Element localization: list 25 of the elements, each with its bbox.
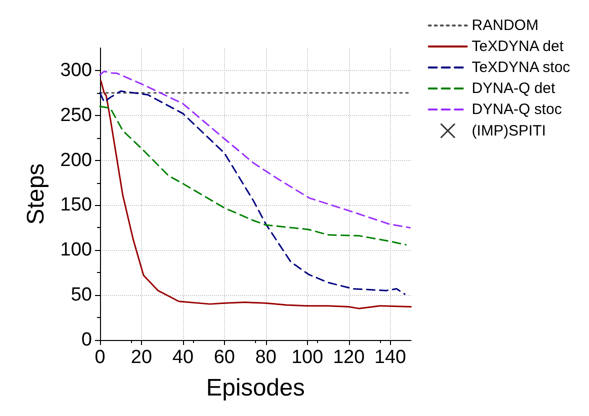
x-tick-label: 80 xyxy=(255,347,276,368)
y-tick-label: 0 xyxy=(81,330,92,350)
x-tick-label: 40 xyxy=(172,347,194,368)
x-tick-label: 100 xyxy=(291,347,324,368)
legend-label: TeXDYNA stoc xyxy=(472,59,571,76)
y-tick-label: 200 xyxy=(60,150,92,171)
x-axis-title: Episodes xyxy=(206,374,305,402)
y-tick-label: 50 xyxy=(70,284,92,306)
line-series xyxy=(99,106,407,246)
y-axis-title: Steps xyxy=(22,163,50,225)
y-tick-label: 100 xyxy=(60,240,92,261)
y-tick-label: 250 xyxy=(60,104,92,126)
y-tick-label: 300 xyxy=(60,60,92,81)
legend-label: DYNA-Q stoc xyxy=(472,101,562,118)
x-tick-label: 120 xyxy=(332,347,365,368)
line-series xyxy=(99,70,411,228)
x-tick-label: 20 xyxy=(130,347,152,368)
x-tick-label: 140 xyxy=(374,347,406,368)
y-tick-label: 150 xyxy=(60,194,92,216)
legend-label: RANDOM xyxy=(472,17,538,34)
x-tick-label: 0 xyxy=(94,347,106,368)
legend-label: DYNA-Q det xyxy=(472,80,556,97)
legend-label: (IMP)SPITI xyxy=(472,122,546,140)
legend-label: TeXDYNA det xyxy=(472,38,564,55)
x-tick-label: 60 xyxy=(214,347,235,368)
